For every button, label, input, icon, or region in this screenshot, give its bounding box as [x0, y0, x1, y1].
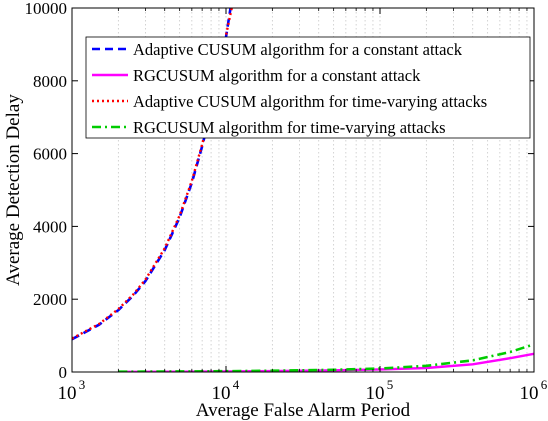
y-tick-label: 2000: [33, 290, 67, 309]
x-tick-exponent: 5: [387, 377, 394, 392]
y-tick-label: 0: [59, 363, 68, 382]
y-tick-label: 10000: [25, 0, 68, 18]
series-line-4: [118, 343, 534, 372]
x-tick-exponent: 4: [233, 377, 240, 392]
y-tick-label: 8000: [33, 72, 67, 91]
y-tick-label: 4000: [33, 217, 67, 236]
legend-box: [85, 36, 531, 139]
x-tick-label: 10: [520, 383, 539, 404]
series-line-3: [72, 8, 233, 340]
legend-label-3: Adaptive CUSUM algorithm for time-varyin…: [133, 92, 487, 111]
legend-label-2: RGCUSUM algorithm for a constant attack: [133, 66, 421, 85]
y-axis-label: Average Detection Delay: [3, 94, 24, 286]
legend: Adaptive CUSUM algorithm for a constant …: [85, 36, 531, 139]
x-tick-label: 10: [212, 383, 231, 404]
x-tick-exponent: 6: [541, 377, 548, 392]
x-tick-label: 10: [58, 383, 77, 404]
x-axis-label: Average False Alarm Period: [196, 400, 411, 421]
x-tick-exponent: 3: [79, 377, 86, 392]
x-tick-label: 10: [366, 383, 385, 404]
y-tick-label: 6000: [33, 145, 67, 164]
legend-label-1: Adaptive CUSUM algorithm for a constant …: [133, 40, 463, 59]
legend-label-4: RGCUSUM algorithm for time-varying attac…: [133, 118, 446, 137]
axes-box: [71, 7, 535, 373]
